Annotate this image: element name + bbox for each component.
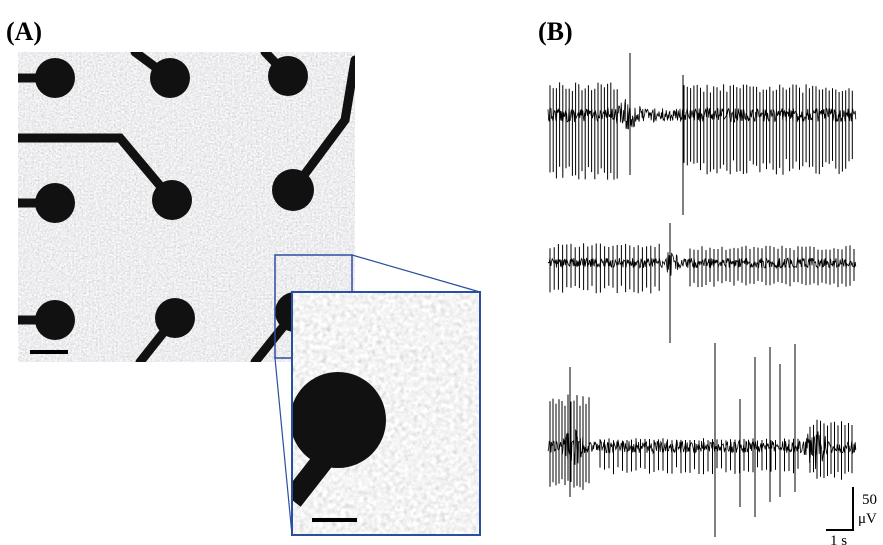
scale-label: 50 [862,492,877,508]
scale-label: 1 s [830,533,847,545]
panel-label: (B) [538,17,573,46]
spikes [550,223,854,343]
inset [290,292,480,535]
scale-label: μV [858,511,877,527]
scale-bar [826,487,853,530]
figure: (A) (B) 50 μV 1 s [0,0,883,545]
zoom-line [352,255,480,292]
spikes [550,53,852,215]
zoom-line [275,358,292,535]
panel-label: (A) [6,17,42,46]
traces [548,53,856,537]
